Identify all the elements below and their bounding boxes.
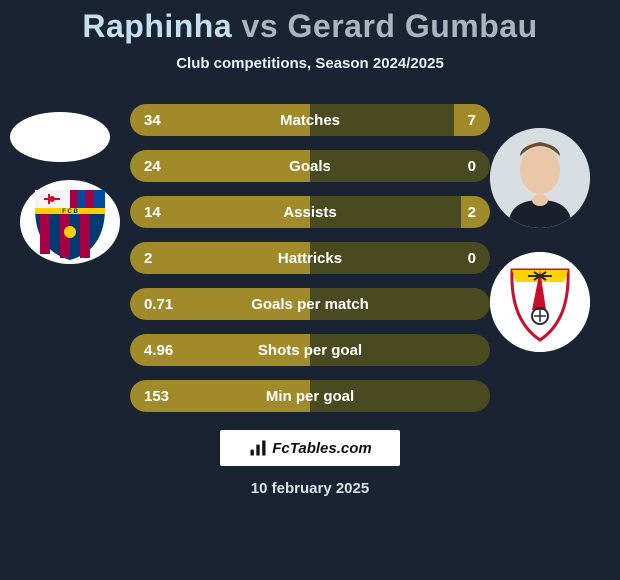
stat-label: Goals <box>289 158 331 175</box>
stat-value-right: 0 <box>468 158 476 175</box>
player2-avatar <box>490 128 590 228</box>
stat-value-left: 14 <box>144 204 161 221</box>
subtitle: Club competitions, Season 2024/2025 <box>0 55 620 72</box>
stat-value-left: 24 <box>144 158 161 175</box>
vs-text: vs <box>242 8 279 44</box>
player2-club-crest <box>490 252 590 352</box>
stat-label: Assists <box>283 204 336 221</box>
footer-date: 10 february 2025 <box>0 480 620 497</box>
stat-value-right: 0 <box>468 250 476 267</box>
player1-avatar <box>10 112 110 162</box>
player1-club-crest: F C B <box>20 180 120 264</box>
stat-label: Goals per match <box>251 296 369 313</box>
stat-value-left: 0.71 <box>144 296 173 313</box>
stat-row: 0.71 Goals per match <box>130 288 490 320</box>
stat-label: Shots per goal <box>258 342 362 359</box>
stat-row: 153 Min per goal <box>130 380 490 412</box>
chart-icon <box>248 438 268 458</box>
stat-row: 2 Hattricks 0 <box>130 242 490 274</box>
stat-row: 24 Goals 0 <box>130 150 490 182</box>
stat-row: 34 Matches 7 <box>130 104 490 136</box>
stat-row: 4.96 Shots per goal <box>130 334 490 366</box>
comparison-title: Raphinha vs Gerard Gumbau <box>0 0 620 45</box>
brand-text: FcTables.com <box>272 440 371 457</box>
stat-value-right: 2 <box>468 204 476 221</box>
stat-label: Matches <box>280 112 340 129</box>
player2-name: Gerard Gumbau <box>288 8 538 44</box>
stat-label: Hattricks <box>278 250 342 267</box>
stat-value-left: 34 <box>144 112 161 129</box>
stat-value-right: 7 <box>468 112 476 129</box>
stat-value-left: 2 <box>144 250 152 267</box>
fctables-logo: FcTables.com <box>220 430 400 466</box>
player1-name: Raphinha <box>82 8 232 44</box>
stat-label: Min per goal <box>266 388 354 405</box>
stat-value-left: 153 <box>144 388 169 405</box>
stat-value-left: 4.96 <box>144 342 173 359</box>
stat-row: 14 Assists 2 <box>130 196 490 228</box>
